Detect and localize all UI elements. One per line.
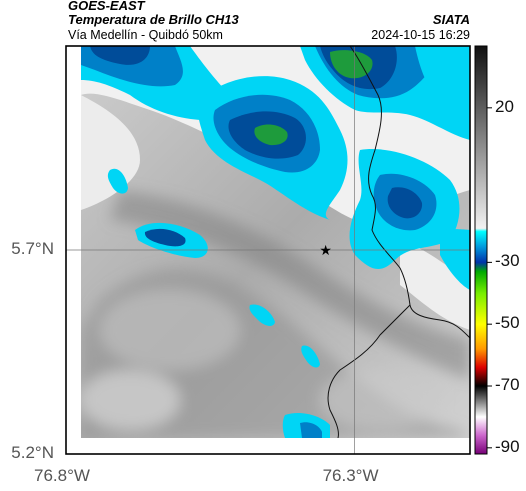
plot-frame [65, 45, 471, 455]
colorbar-fill [475, 46, 487, 454]
colorbar-tick-label: 20 [495, 96, 514, 116]
x-tick-label: 76.3°W [322, 466, 379, 485]
cloud-masses [81, 46, 470, 438]
colorbar-tick-label: -90 [495, 436, 520, 456]
y-tick-label: 5.7°N [11, 239, 54, 258]
satellite-title: GOES-EAST [68, 0, 145, 13]
star-marker: ★ [319, 242, 332, 258]
x-tick-label: 76.8°W [34, 466, 90, 485]
colorbar [474, 45, 492, 455]
product-title: Temperatura de Brillo CH13 [68, 12, 239, 27]
colorbar-tick-label: -50 [495, 313, 520, 333]
route-subtitle: Vía Medellín - Quibdó 50km [68, 28, 223, 42]
colorbar-tick-label: -30 [495, 251, 520, 271]
border-line [349, 46, 470, 339]
colorbar-tick-label: -70 [495, 375, 520, 394]
border-line-secondary [327, 304, 411, 438]
organization-label: SIATA [432, 12, 470, 27]
y-tick-label: 5.2°N [11, 443, 54, 462]
datetime-label: 2024-10-15 16:29 [371, 28, 470, 42]
map-image [81, 46, 470, 438]
